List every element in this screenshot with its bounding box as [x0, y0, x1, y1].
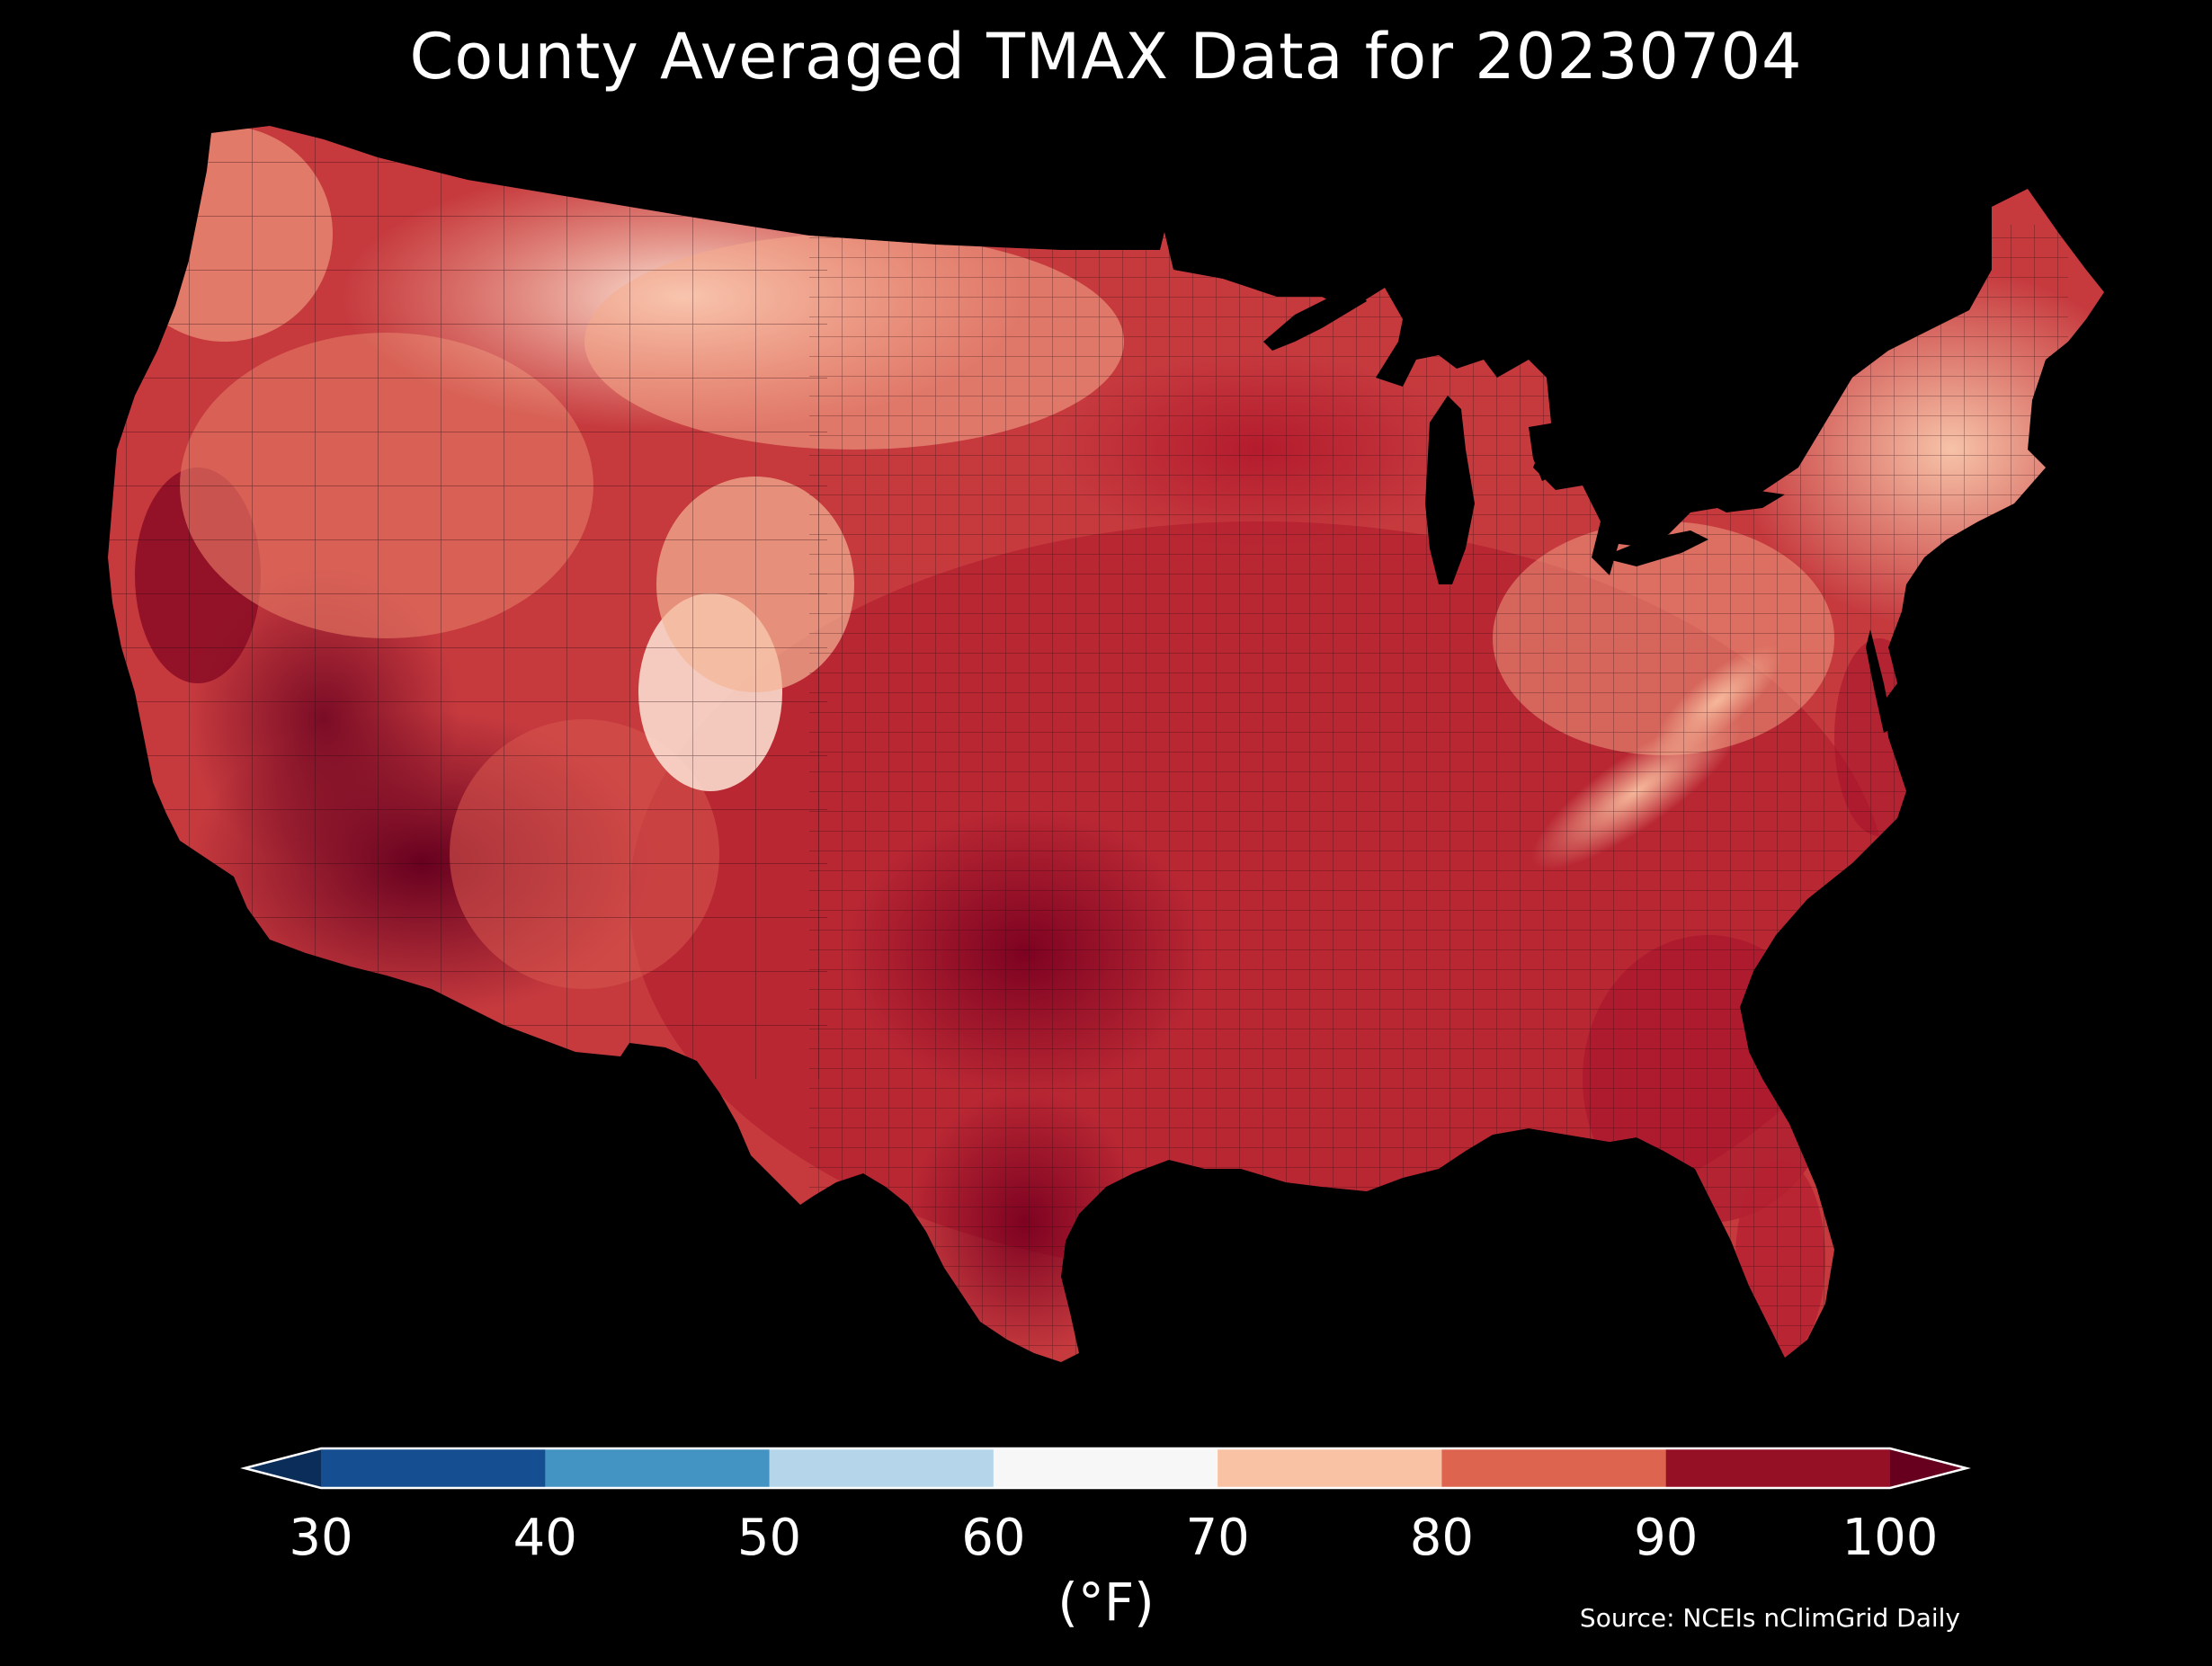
colorbar-tick-label: 80	[1409, 1509, 1475, 1567]
colorbar-bin-50-60	[769, 1448, 995, 1488]
colorbar-tick-label: 70	[1185, 1509, 1250, 1567]
colorbar-tick-label: 90	[1634, 1509, 1699, 1567]
colorbar-bin-70-80	[1217, 1448, 1442, 1488]
chesapeake-bay	[1866, 629, 1893, 733]
colorbar-bin-80-90	[1441, 1448, 1667, 1488]
great-lakes	[1263, 288, 1785, 584]
colorbar-bin-30-40	[321, 1448, 546, 1488]
colorbar-outline	[240, 1447, 1971, 1490]
map-title: County Averaged TMAX Data for 20230704	[409, 20, 1803, 94]
colorbar-under-extension	[245, 1448, 321, 1488]
colorbar-tick-label: 30	[289, 1509, 353, 1567]
colorbar-tick-label: 100	[1842, 1509, 1939, 1567]
colorbar-tick-label: 40	[513, 1509, 577, 1567]
colorbar-tick-label: 60	[961, 1509, 1026, 1567]
colorbar-tick-label: 50	[736, 1509, 802, 1567]
colorbar-unit-label: (°F)	[1057, 1572, 1155, 1633]
colorbar-bin-60-70	[993, 1448, 1218, 1488]
colorbar-bin-40-50	[545, 1448, 771, 1488]
colorbar-bin-90-100	[1665, 1448, 1891, 1488]
source-note: Source: NCEIs nClimGrid Daily	[1579, 1603, 1960, 1633]
colorbar-over-extension	[1890, 1448, 1967, 1488]
